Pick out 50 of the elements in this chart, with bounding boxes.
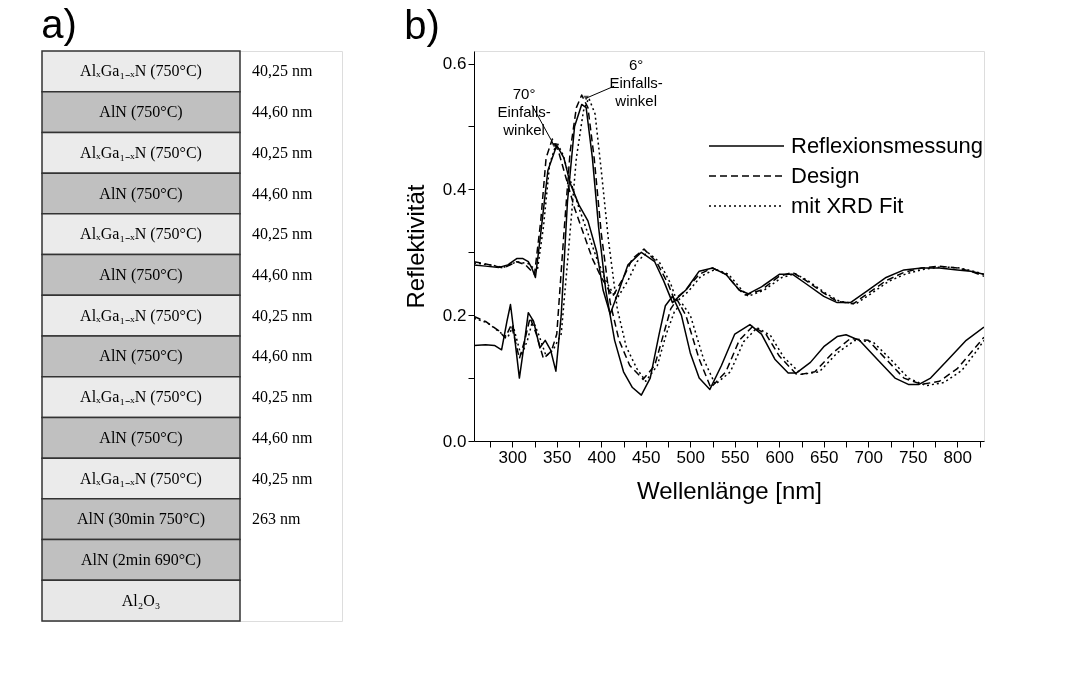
category-label: 40,25 nm	[252, 469, 313, 487]
x-tick-label: 600	[765, 447, 794, 467]
x-tick-label: 700	[854, 447, 883, 467]
category-label: AlN (750°C)	[99, 103, 183, 121]
text: a)	[41, 2, 77, 47]
y-tick-label: 0.0	[442, 431, 467, 451]
category-label: AlN (750°C)	[99, 184, 183, 202]
y-axis-title: Reflektivität	[401, 184, 429, 309]
category-label: 40,25 nm	[252, 388, 313, 406]
category-label: 40,25 nm	[252, 225, 313, 243]
chart-title: b)	[404, 3, 440, 47]
category-label: Al₂O₃	[121, 591, 161, 609]
x-tick-label: 450	[632, 447, 661, 467]
category-label: 44,60 nm	[252, 428, 313, 446]
y-tick-label: 0.2	[442, 305, 467, 325]
y-tick-label: 0.6	[442, 54, 467, 74]
annotation: 70° Einfalls- winkel	[497, 85, 551, 139]
x-tick-label: 650	[810, 447, 839, 467]
x-tick-label: 550	[721, 447, 750, 467]
category-label: 44,60 nm	[252, 184, 313, 202]
category-label: 44,60 nm	[252, 265, 313, 283]
x-tick-label: 800	[943, 447, 972, 467]
category-label: 40,25 nm	[252, 143, 313, 161]
category-label: AlN (30min 750°C)	[76, 510, 206, 528]
category-label: 263 nm	[252, 510, 301, 528]
x-tick-label: 500	[676, 447, 705, 467]
category-label: AlₓGa₁₋ₓN (750°C)	[80, 225, 202, 243]
category-label: AlₓGa₁₋ₓN (750°C)	[80, 143, 202, 161]
category-label: AlN (2min 690°C)	[80, 550, 202, 568]
category-label: AlN (750°C)	[99, 265, 183, 283]
annotation: 6° Einfalls- winkel	[609, 56, 663, 110]
legend-label: mit XRD Fit	[791, 193, 904, 218]
x-tick-label: 750	[899, 447, 928, 467]
legend-label: Design	[791, 163, 860, 188]
category-label: AlₓGa₁₋ₓN (750°C)	[80, 388, 202, 406]
x-tick-label: 400	[587, 447, 616, 467]
x-tick-label: 300	[498, 447, 527, 467]
category-label: 40,25 nm	[252, 306, 313, 324]
x-axis-title: Wellenlänge [nm]	[637, 476, 822, 504]
x-tick-label: 350	[543, 447, 572, 467]
category-label: AlN (750°C)	[99, 347, 183, 365]
category-label: AlₓGa₁₋ₓN (750°C)	[80, 306, 202, 324]
category-label: 44,60 nm	[252, 347, 313, 365]
category-label: 40,25 nm	[252, 62, 313, 80]
y-tick-label: 0.4	[442, 179, 467, 199]
category-label: AlN (750°C)	[99, 428, 183, 446]
legend-label: Reflexionsmessung	[791, 133, 983, 158]
category-label: AlₓGa₁₋ₓN (750°C)	[80, 62, 202, 80]
category-label: AlₓGa₁₋ₓN (750°C)	[80, 469, 202, 487]
category-label: 44,60 nm	[252, 103, 313, 121]
